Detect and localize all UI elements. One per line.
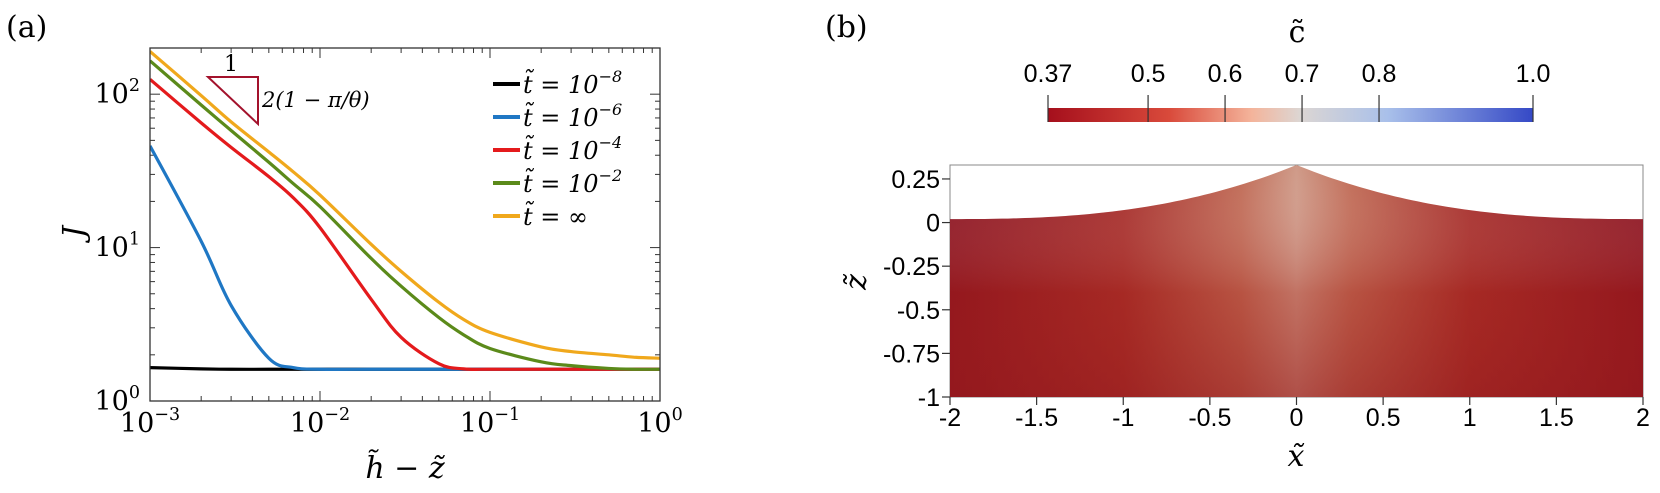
series-line (150, 78, 660, 371)
y-tick-label-b: -0.75 (883, 340, 940, 368)
x-axis-ticks: 10−3 10−2 10−1 100 (120, 405, 683, 439)
x-tick-label-b: -2 (939, 404, 961, 432)
legend-label: t̃ = ∞ (523, 200, 588, 231)
y-tick-label: 100 (94, 383, 140, 417)
colorbar-tick-label: 1.0 (1516, 60, 1551, 88)
y-axis-ticks-b: 0.25 0 -0.25 -0.5 -0.75 -1 (883, 166, 950, 412)
x-tick-label: 10−1 (460, 405, 520, 439)
x-axis-label: h̃ − z̃ (365, 449, 445, 486)
x-tick-label-b: -1.5 (1015, 404, 1058, 432)
y-tick-label: 102 (94, 76, 140, 110)
series-line (150, 50, 660, 360)
legend-label: t̃ = 10−6 (523, 100, 622, 132)
x-tick-label-b: -1 (1112, 404, 1134, 432)
slope-triangle: 1 2(1 − π/θ) (205, 52, 370, 127)
x-axis-label-b: x̃ (1288, 439, 1306, 474)
slope-rise-label: 2(1 − π/θ) (261, 88, 370, 112)
y-tick-label-b: -0.5 (897, 297, 940, 325)
slope-run-label: 1 (224, 52, 238, 77)
x-tick-label: 10−2 (290, 405, 350, 439)
chart-b: c̃ 0.37 0.5 0.6 0.7 0.8 1.0 -2 -1.5 -1 -0.5 0 0.5 1… (839, 15, 1650, 474)
colorbar (1048, 108, 1533, 122)
x-tick-label-b: 2 (1636, 404, 1650, 432)
colorbar-tick-label: 0.6 (1208, 60, 1243, 88)
x-tick-label-b: 1 (1463, 404, 1477, 432)
legend: t̃ = 10−8t̃ = 10−6t̃ = 10−4t̃ = 10−2t̃ =… (493, 67, 622, 231)
x-tick-label-b: 1.5 (1539, 404, 1574, 432)
plot-frame (149, 47, 661, 402)
legend-label: t̃ = 10−8 (523, 67, 622, 99)
series-group (150, 50, 660, 371)
chart-a: 10−3 10−2 10−1 100 100 101 102 h̃ − z̃ J 1 2(… (57, 47, 683, 486)
y-axis-label-b: z̃ (839, 273, 874, 291)
colorbar-tick-label: 0.8 (1362, 60, 1397, 88)
colorbar-tick-label: 0.7 (1285, 60, 1320, 88)
panel-b-label: (b) (825, 10, 868, 45)
x-tick-label: 100 (637, 405, 683, 439)
x-tick-label-b: 0.5 (1366, 404, 1401, 432)
colorbar-tick-label: 0.5 (1131, 60, 1166, 88)
y-tick-label-b: 0.25 (891, 166, 940, 194)
colorbar-ticks: 0.37 0.5 0.6 0.7 0.8 1.0 (1024, 60, 1551, 122)
series-line (150, 59, 660, 371)
legend-label: t̃ = 10−4 (523, 133, 622, 165)
y-axis-label: J (57, 224, 92, 244)
y-axis-ticks: 100 101 102 (94, 76, 140, 417)
x-tick-label: 10−3 (120, 405, 180, 439)
x-tick-label-b: 0 (1290, 404, 1304, 432)
y-tick-label-b: -1 (918, 384, 940, 412)
x-axis-ticks-b: -2 -1.5 -1 -0.5 0 0.5 1 1.5 2 (939, 397, 1650, 432)
y-tick-label-b: 0 (926, 210, 940, 238)
y-tick-label: 101 (94, 229, 140, 263)
x-tick-label-b: -0.5 (1188, 404, 1231, 432)
colorbar-title: c̃ (1289, 15, 1306, 50)
y-tick-label-b: -0.25 (883, 253, 940, 281)
minor-ticks (149, 47, 660, 402)
colorbar-tick-label: 0.37 (1024, 60, 1073, 88)
panel-a-label: (a) (6, 10, 47, 45)
legend-label: t̃ = 10−2 (523, 166, 622, 198)
